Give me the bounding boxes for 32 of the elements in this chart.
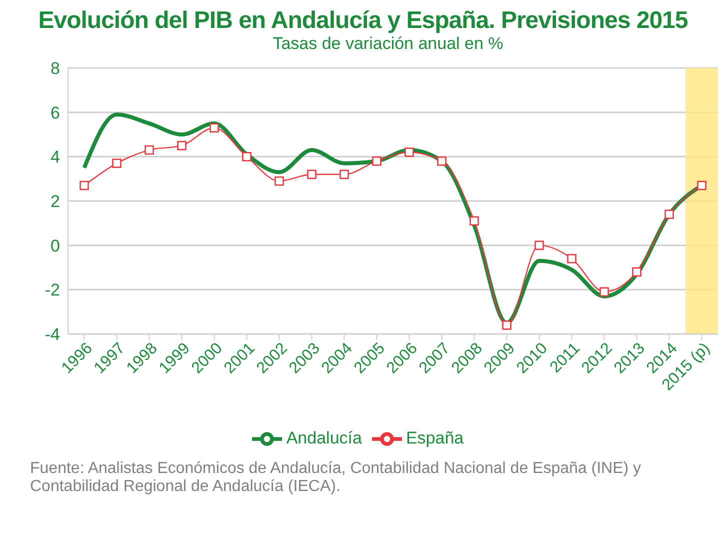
point: [697, 180, 706, 190]
y-tick-label: 6: [50, 103, 60, 122]
y-tick-label: 4: [50, 148, 60, 167]
point: [632, 267, 642, 277]
point: [534, 240, 544, 250]
y-tick-label: 0: [50, 236, 60, 256]
point: [404, 148, 414, 157]
point: [80, 180, 89, 190]
point: [210, 123, 219, 132]
y-tick-label: -4: [44, 325, 60, 344]
point: [307, 170, 316, 180]
chart-subtitle: Tasas de variación anual en %: [272, 34, 504, 54]
point: [502, 320, 512, 330]
y-tick-label: -2: [44, 280, 60, 300]
legend-label: Andalucía: [286, 428, 362, 448]
point: [274, 176, 284, 186]
y-tick-label: 8: [50, 59, 60, 78]
point: [144, 145, 154, 155]
chart-title: Evolución del PIB en Andalucía y España. Previsiones 2015: [37, 7, 689, 34]
point: [340, 170, 349, 180]
point: [242, 152, 252, 162]
point: [372, 156, 382, 166]
point: [664, 210, 674, 219]
point: [112, 158, 122, 168]
point: [470, 216, 479, 226]
source-note: Fuente: Analistas Económicos de Andalucía, Contabilidad Nacional de España (INE) y Contabilidad Regional de Andalucía (IECA).: [30, 460, 642, 496]
point: [437, 156, 446, 166]
legend-label: España: [406, 428, 464, 448]
point: [567, 254, 576, 264]
point: [177, 140, 186, 150]
y-tick-label: 2: [50, 192, 60, 212]
point: [600, 287, 609, 297]
